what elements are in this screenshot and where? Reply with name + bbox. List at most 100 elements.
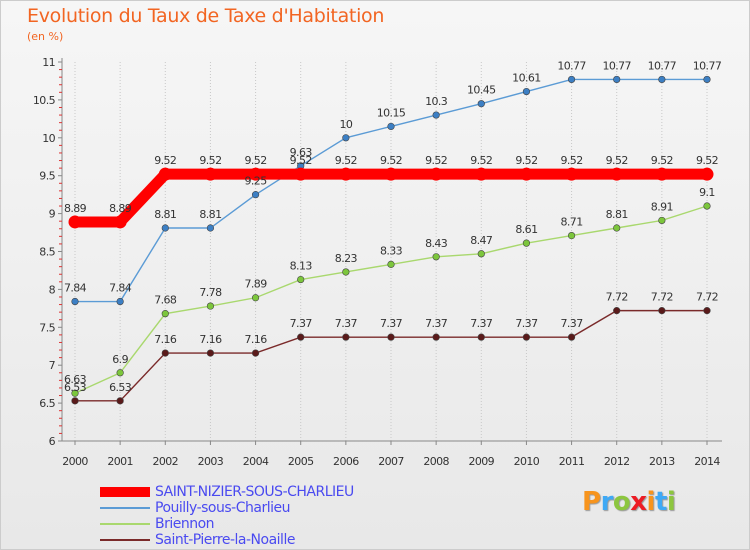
y-tick-label: 10.5 — [33, 94, 56, 107]
data-point — [387, 260, 395, 268]
data-label: 9.52 — [696, 154, 718, 167]
data-label: 10.15 — [377, 106, 406, 119]
data-label: 9.1 — [699, 186, 715, 199]
data-point — [297, 333, 305, 341]
data-point — [387, 122, 395, 131]
data-point — [658, 307, 666, 315]
data-point — [161, 349, 169, 357]
legend-label: Briennon — [155, 516, 215, 532]
x-tick-label: 2006 — [333, 455, 359, 468]
data-point — [339, 167, 353, 181]
x-tick-label: 2003 — [198, 455, 224, 468]
data-label: 9.52 — [245, 154, 267, 167]
data-point — [206, 349, 215, 357]
data-label: 8.81 — [199, 208, 221, 221]
data-point — [116, 397, 124, 405]
data-label: 8.61 — [515, 223, 537, 236]
legend-swatch — [100, 523, 150, 525]
y-tick-label: 11 — [42, 56, 55, 69]
data-label: 8.71 — [561, 216, 583, 229]
data-point — [477, 333, 485, 341]
data-point — [68, 215, 82, 229]
x-tick-label: 2004 — [243, 455, 269, 468]
data-label: 9.52 — [199, 154, 221, 167]
x-tick-label: 2002 — [152, 455, 178, 468]
data-point — [519, 167, 533, 181]
x-tick-label: 2000 — [62, 455, 88, 468]
x-tick-label: 2010 — [514, 455, 540, 468]
x-tick-label: 2009 — [468, 455, 494, 468]
x-tick-label: 2001 — [107, 455, 133, 468]
chart-title: Evolution du Taux de Taxe d'Habitation — [27, 5, 385, 27]
x-tick-label: 2008 — [423, 455, 449, 468]
data-point — [71, 297, 79, 306]
data-label: 8.89 — [64, 202, 87, 215]
data-label: 9.52 — [561, 154, 583, 167]
data-point — [203, 167, 217, 181]
data-point — [613, 224, 621, 232]
x-tick-label: 2014 — [694, 455, 720, 468]
legend-label: SAINT-NIZIER-SOUS-CHARLIEU — [155, 484, 354, 500]
data-point — [71, 389, 79, 397]
data-point — [432, 333, 440, 341]
data-label: 8.33 — [380, 244, 403, 257]
y-tick-label: 9.5 — [39, 170, 55, 183]
data-label: 9.52 — [380, 154, 402, 167]
data-label: 9.52 — [606, 154, 628, 167]
data-label: 9.52 — [290, 154, 312, 167]
data-label: 7.72 — [696, 291, 718, 304]
data-point — [206, 302, 215, 310]
data-label: 7.78 — [199, 286, 222, 299]
data-point — [249, 167, 263, 181]
y-tick-label: 6 — [49, 435, 56, 448]
y-tick-label: 7 — [49, 359, 56, 372]
data-point — [116, 297, 124, 306]
data-point — [432, 253, 440, 261]
data-point — [703, 75, 711, 84]
data-point — [342, 333, 350, 341]
data-point — [294, 167, 308, 181]
legend-swatch — [100, 507, 150, 509]
data-point — [342, 134, 350, 142]
data-label: 10.61 — [512, 72, 541, 85]
data-label: 7.37 — [425, 317, 448, 330]
data-point — [71, 397, 79, 405]
data-point — [610, 167, 624, 181]
data-point — [658, 75, 666, 84]
chart-unit-label: (en %) — [27, 30, 64, 43]
data-point — [477, 100, 485, 108]
data-point — [161, 224, 169, 232]
data-point — [700, 167, 714, 181]
data-point — [522, 87, 531, 96]
data-label: 10.77 — [602, 59, 631, 72]
data-label: 7.16 — [199, 333, 222, 346]
data-label: 10.77 — [648, 59, 677, 72]
data-point — [522, 333, 531, 341]
data-label: 9.52 — [470, 154, 492, 167]
data-point — [342, 268, 350, 276]
y-tick-label: 6.5 — [39, 397, 55, 410]
data-point — [474, 167, 488, 181]
data-point — [384, 167, 398, 181]
data-label: 10.77 — [557, 59, 586, 72]
data-point — [206, 224, 215, 232]
data-point — [432, 111, 440, 119]
data-label: 8.81 — [154, 208, 176, 221]
line-chart: 6 6.5 7 7.5 8 8.5 9 9.5 10 10.5 11 2000 2001 2002 2003… — [33, 56, 723, 468]
legend-swatch — [100, 487, 150, 497]
data-point — [613, 307, 621, 315]
x-tick-label: 2011 — [559, 455, 585, 468]
data-label: 6.9 — [112, 353, 128, 366]
proxiti-logo: Proxiti — [582, 487, 676, 517]
data-point — [567, 333, 576, 341]
data-point — [251, 294, 260, 302]
data-point — [522, 239, 531, 247]
data-label: 7.89 — [245, 278, 268, 291]
data-point — [116, 369, 124, 377]
data-label: 6.53 — [109, 381, 132, 394]
legend-swatch — [100, 539, 150, 541]
data-label: 8.43 — [425, 237, 448, 250]
data-label: 8.13 — [290, 260, 313, 273]
data-point — [655, 167, 669, 181]
